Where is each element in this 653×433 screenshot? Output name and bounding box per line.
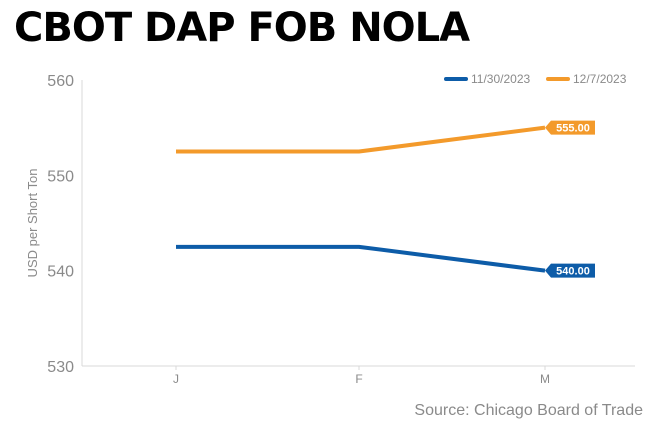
y-tick-label: 550	[47, 168, 74, 185]
chart-title: CBOT DAP FOB NOLA	[14, 5, 470, 51]
x-tick-label: F	[355, 372, 362, 386]
legend: 11/30/2023 12/7/2023	[444, 72, 627, 86]
x-tick-label: M	[540, 372, 550, 386]
legend-entry: 12/7/2023	[573, 72, 627, 86]
series-layer: 540.00 555.00	[176, 120, 595, 278]
series-line-2	[176, 125, 546, 154]
end-value-label: 555.00	[556, 123, 590, 135]
x-tick-label: J	[173, 372, 179, 386]
axes: 530 540 550 560 USD per Short Ton J F M	[25, 73, 635, 386]
y-axis-label: USD per Short Ton	[25, 169, 40, 278]
y-tick-label: 560	[47, 73, 74, 90]
legend-entry: 11/30/2023	[471, 72, 530, 86]
y-tick-label: 540	[47, 264, 74, 281]
end-label-box	[545, 120, 595, 135]
end-value-label: 540.00	[556, 266, 590, 278]
end-label-box	[545, 263, 595, 278]
source-note: Source: Chicago Board of Trade	[414, 402, 643, 419]
series-line-1	[176, 244, 546, 273]
y-tick-label: 530	[47, 359, 74, 376]
